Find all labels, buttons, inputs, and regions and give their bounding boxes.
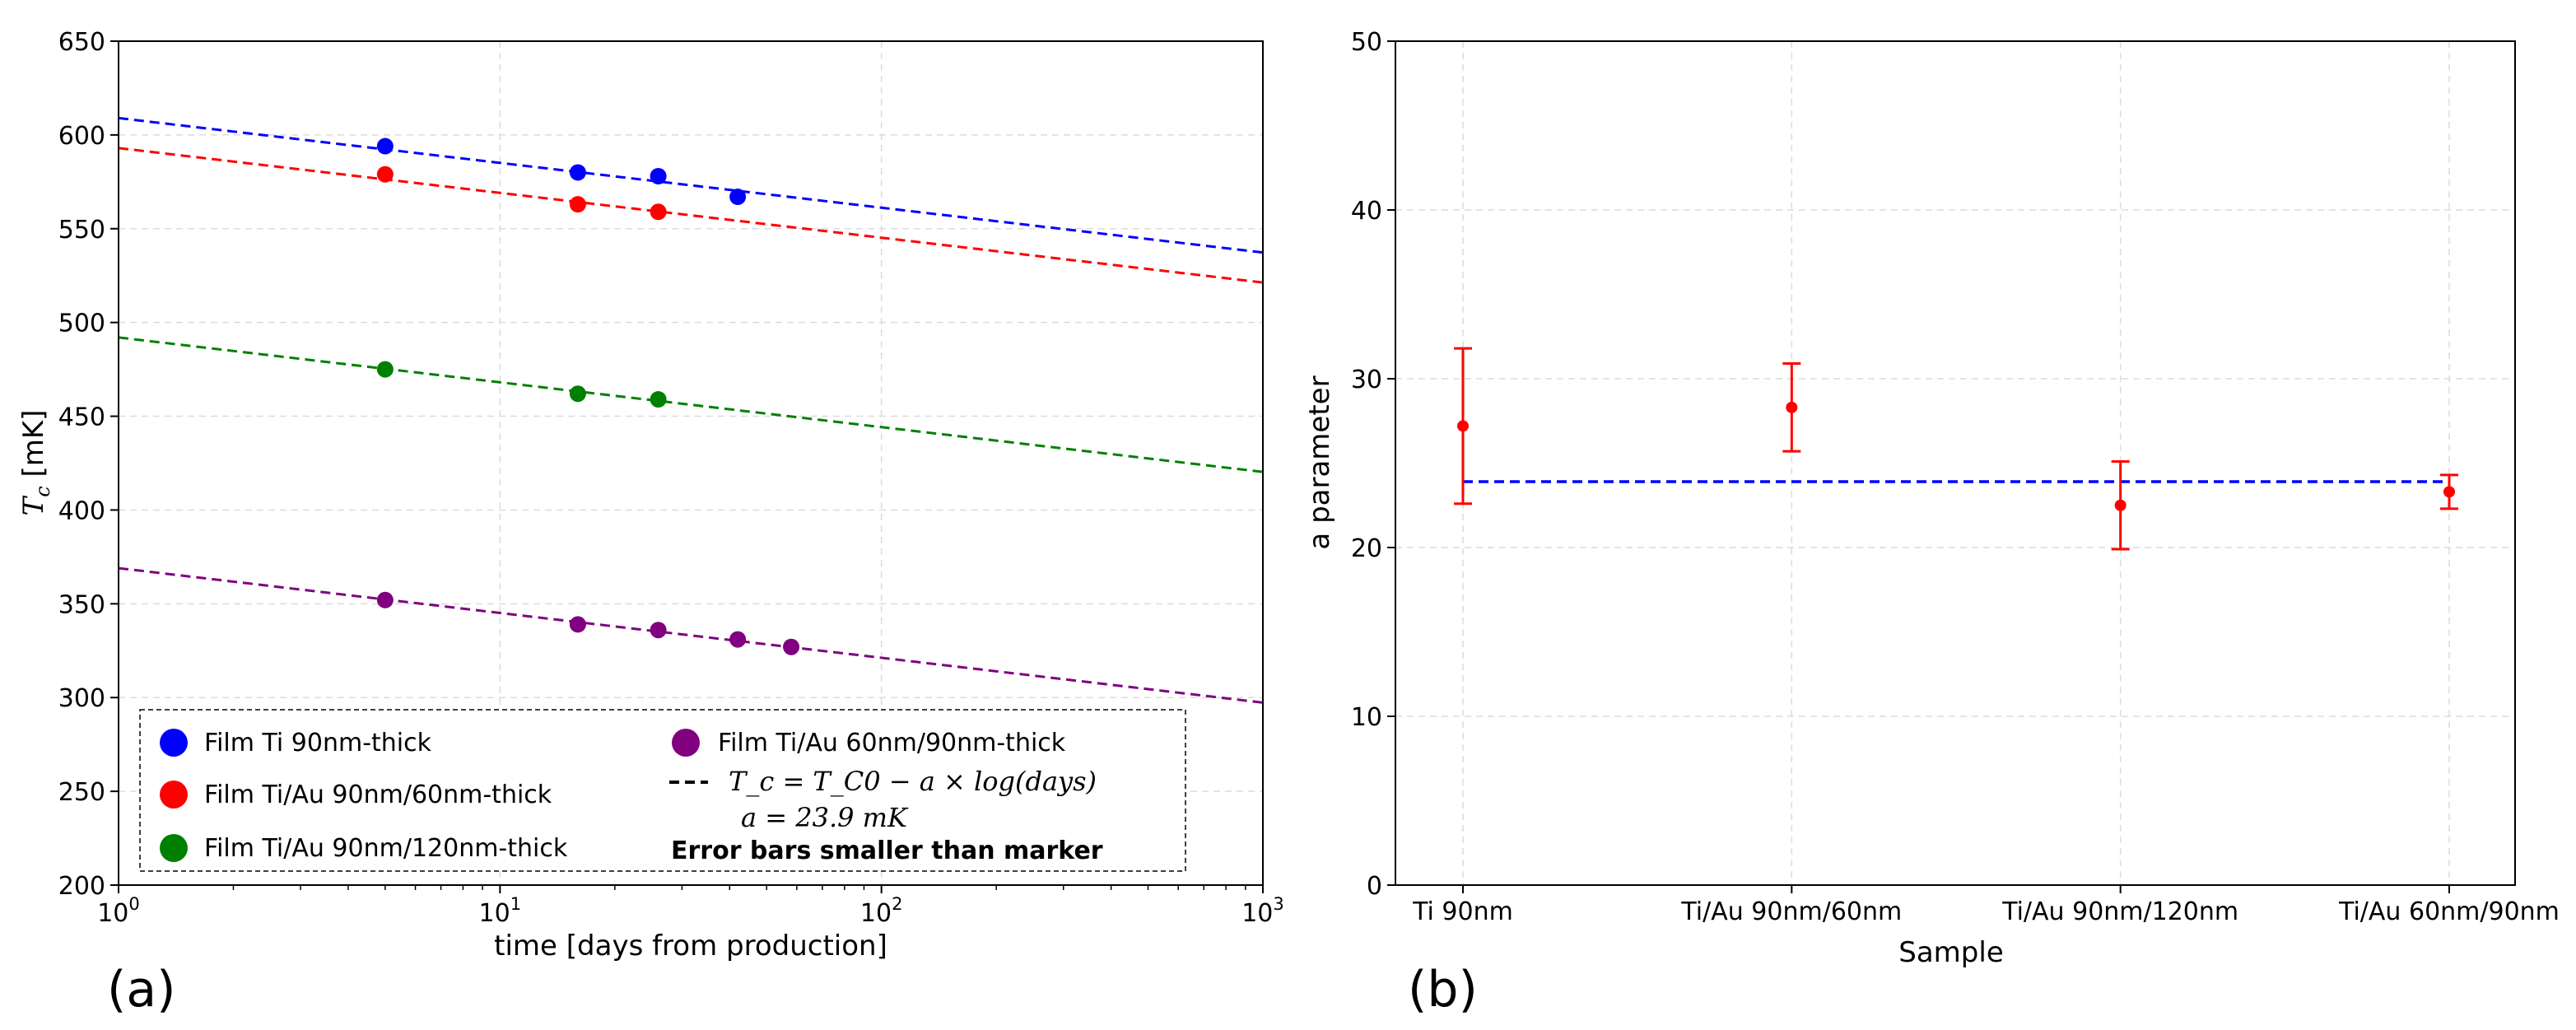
x-tick-label: Ti/Au 90nm/120nm xyxy=(2001,897,2238,926)
y-tick-label: 250 xyxy=(58,778,105,807)
chart-a-x-ticks: 100 101 102 103 xyxy=(97,885,1284,928)
data-point-series-3 xyxy=(376,361,394,378)
chart-b-x-label: Sample xyxy=(1898,936,2003,969)
x-tick-label: Ti 90nm xyxy=(1412,897,1513,926)
chart-b-grid xyxy=(1395,40,2515,886)
y-tick-label: 600 xyxy=(58,122,105,151)
y-tick-label: 30 xyxy=(1351,366,1382,394)
data-point-series-3 xyxy=(569,385,586,403)
y-tick-label: 10 xyxy=(1351,703,1382,732)
data-point-series-3 xyxy=(650,391,667,408)
y-tick-label: 550 xyxy=(58,216,105,245)
x-tick-label: Ti/Au 60nm/90nm xyxy=(2338,897,2560,926)
data-point-series-1 xyxy=(569,164,586,181)
data-point-series-4 xyxy=(569,616,586,633)
data-point-series-1 xyxy=(650,168,667,184)
y-tick-label: 650 xyxy=(58,28,105,57)
chart-a: 200 250 300 350 400 450 500 550 600 650 100 101 102… xyxy=(17,28,1284,1018)
data-point-series-4 xyxy=(376,591,394,608)
x-tick-label: 101 xyxy=(479,894,522,928)
y-tick-label: 300 xyxy=(58,684,105,713)
chart-a-frame xyxy=(118,40,1264,886)
data-point-series-2 xyxy=(650,203,667,221)
data-point xyxy=(2114,499,2126,511)
fit-line-series-3 xyxy=(118,336,1264,473)
fit-line-series-2 xyxy=(118,147,1264,284)
data-point xyxy=(2443,486,2455,498)
legend-label-series-4: Film Ti/Au 60nm/90nm-thick xyxy=(718,729,1066,757)
legend-note: Error bars smaller than marker xyxy=(671,837,1103,865)
y-tick-label: 500 xyxy=(58,310,105,338)
x-tick-label: Ti/Au 90nm/60nm xyxy=(1680,897,1902,926)
chart-a-points xyxy=(376,137,800,655)
legend-label-series-1: Film Ti 90nm-thick xyxy=(204,729,432,757)
chart-b-y-label: a parameter xyxy=(1303,375,1336,549)
chart-b-frame xyxy=(1395,40,2516,886)
y-tick-label: 200 xyxy=(58,872,105,901)
panel-b-label: (b) xyxy=(1408,961,1478,1018)
x-tick-label: 103 xyxy=(1241,894,1284,928)
y-tick-label: 50 xyxy=(1351,28,1382,57)
panel-a-label: (a) xyxy=(107,961,176,1018)
chart-b-x-ticks: Ti 90nm Ti/Au 90nm/60nm Ti/Au 90nm/120nm Ti… xyxy=(1412,885,2560,926)
chart-b-points xyxy=(1454,347,2458,551)
y-tick-label: 350 xyxy=(58,590,105,619)
legend-label-series-2: Film Ti/Au 90nm/60nm-thick xyxy=(204,781,552,809)
data-point-series-4 xyxy=(729,631,747,648)
legend-frame xyxy=(139,709,1186,872)
legend-marker-series-3 xyxy=(160,834,188,862)
data-point xyxy=(1457,420,1469,432)
y-tick-label: 400 xyxy=(58,496,105,525)
chart-b: 0 10 20 30 40 50 Ti 90nm Ti/Au 90nm/60nm Ti/Au … xyxy=(1303,28,2560,1018)
y-tick-label: 40 xyxy=(1351,197,1382,226)
legend-fit-value: a = 23.9 mK xyxy=(741,802,909,833)
fit-line-series-4 xyxy=(118,566,1264,704)
data-point-series-1 xyxy=(729,189,747,206)
x-tick-label: 100 xyxy=(97,894,140,928)
y-tick-label: 0 xyxy=(1367,872,1382,901)
chart-a-y-ticks: 200 250 300 350 400 450 500 550 600 650 xyxy=(58,28,119,901)
legend-label-series-3: Film Ti/Au 90nm/120nm-thick xyxy=(204,834,568,863)
legend-marker-series-2 xyxy=(160,781,188,809)
data-point-series-2 xyxy=(376,165,394,183)
data-point-series-4 xyxy=(650,622,667,639)
legend-fit-formula: T_c = T_C0 − a × log(days) xyxy=(729,766,1097,797)
chart-a-x-label: time [days from production] xyxy=(494,930,887,962)
data-point-series-1 xyxy=(376,137,394,155)
chart-a-y-label: Tc [mK] xyxy=(17,410,54,516)
data-point-series-4 xyxy=(783,638,800,655)
chart-a-fit-lines xyxy=(118,116,1264,704)
data-point-series-2 xyxy=(569,196,586,213)
y-tick-label: 20 xyxy=(1351,534,1382,563)
fit-line-series-1 xyxy=(118,116,1264,254)
x-tick-label: 102 xyxy=(860,894,903,928)
legend-marker-series-1 xyxy=(160,729,188,757)
chart-a-legend: Film Ti 90nm-thick Film Ti/Au 90nm/60nm-… xyxy=(139,709,1186,872)
legend-marker-series-4 xyxy=(672,729,700,757)
y-tick-label: 450 xyxy=(58,403,105,432)
chart-b-y-ticks: 0 10 20 30 40 50 xyxy=(1351,28,1395,901)
data-point xyxy=(1786,401,1798,413)
